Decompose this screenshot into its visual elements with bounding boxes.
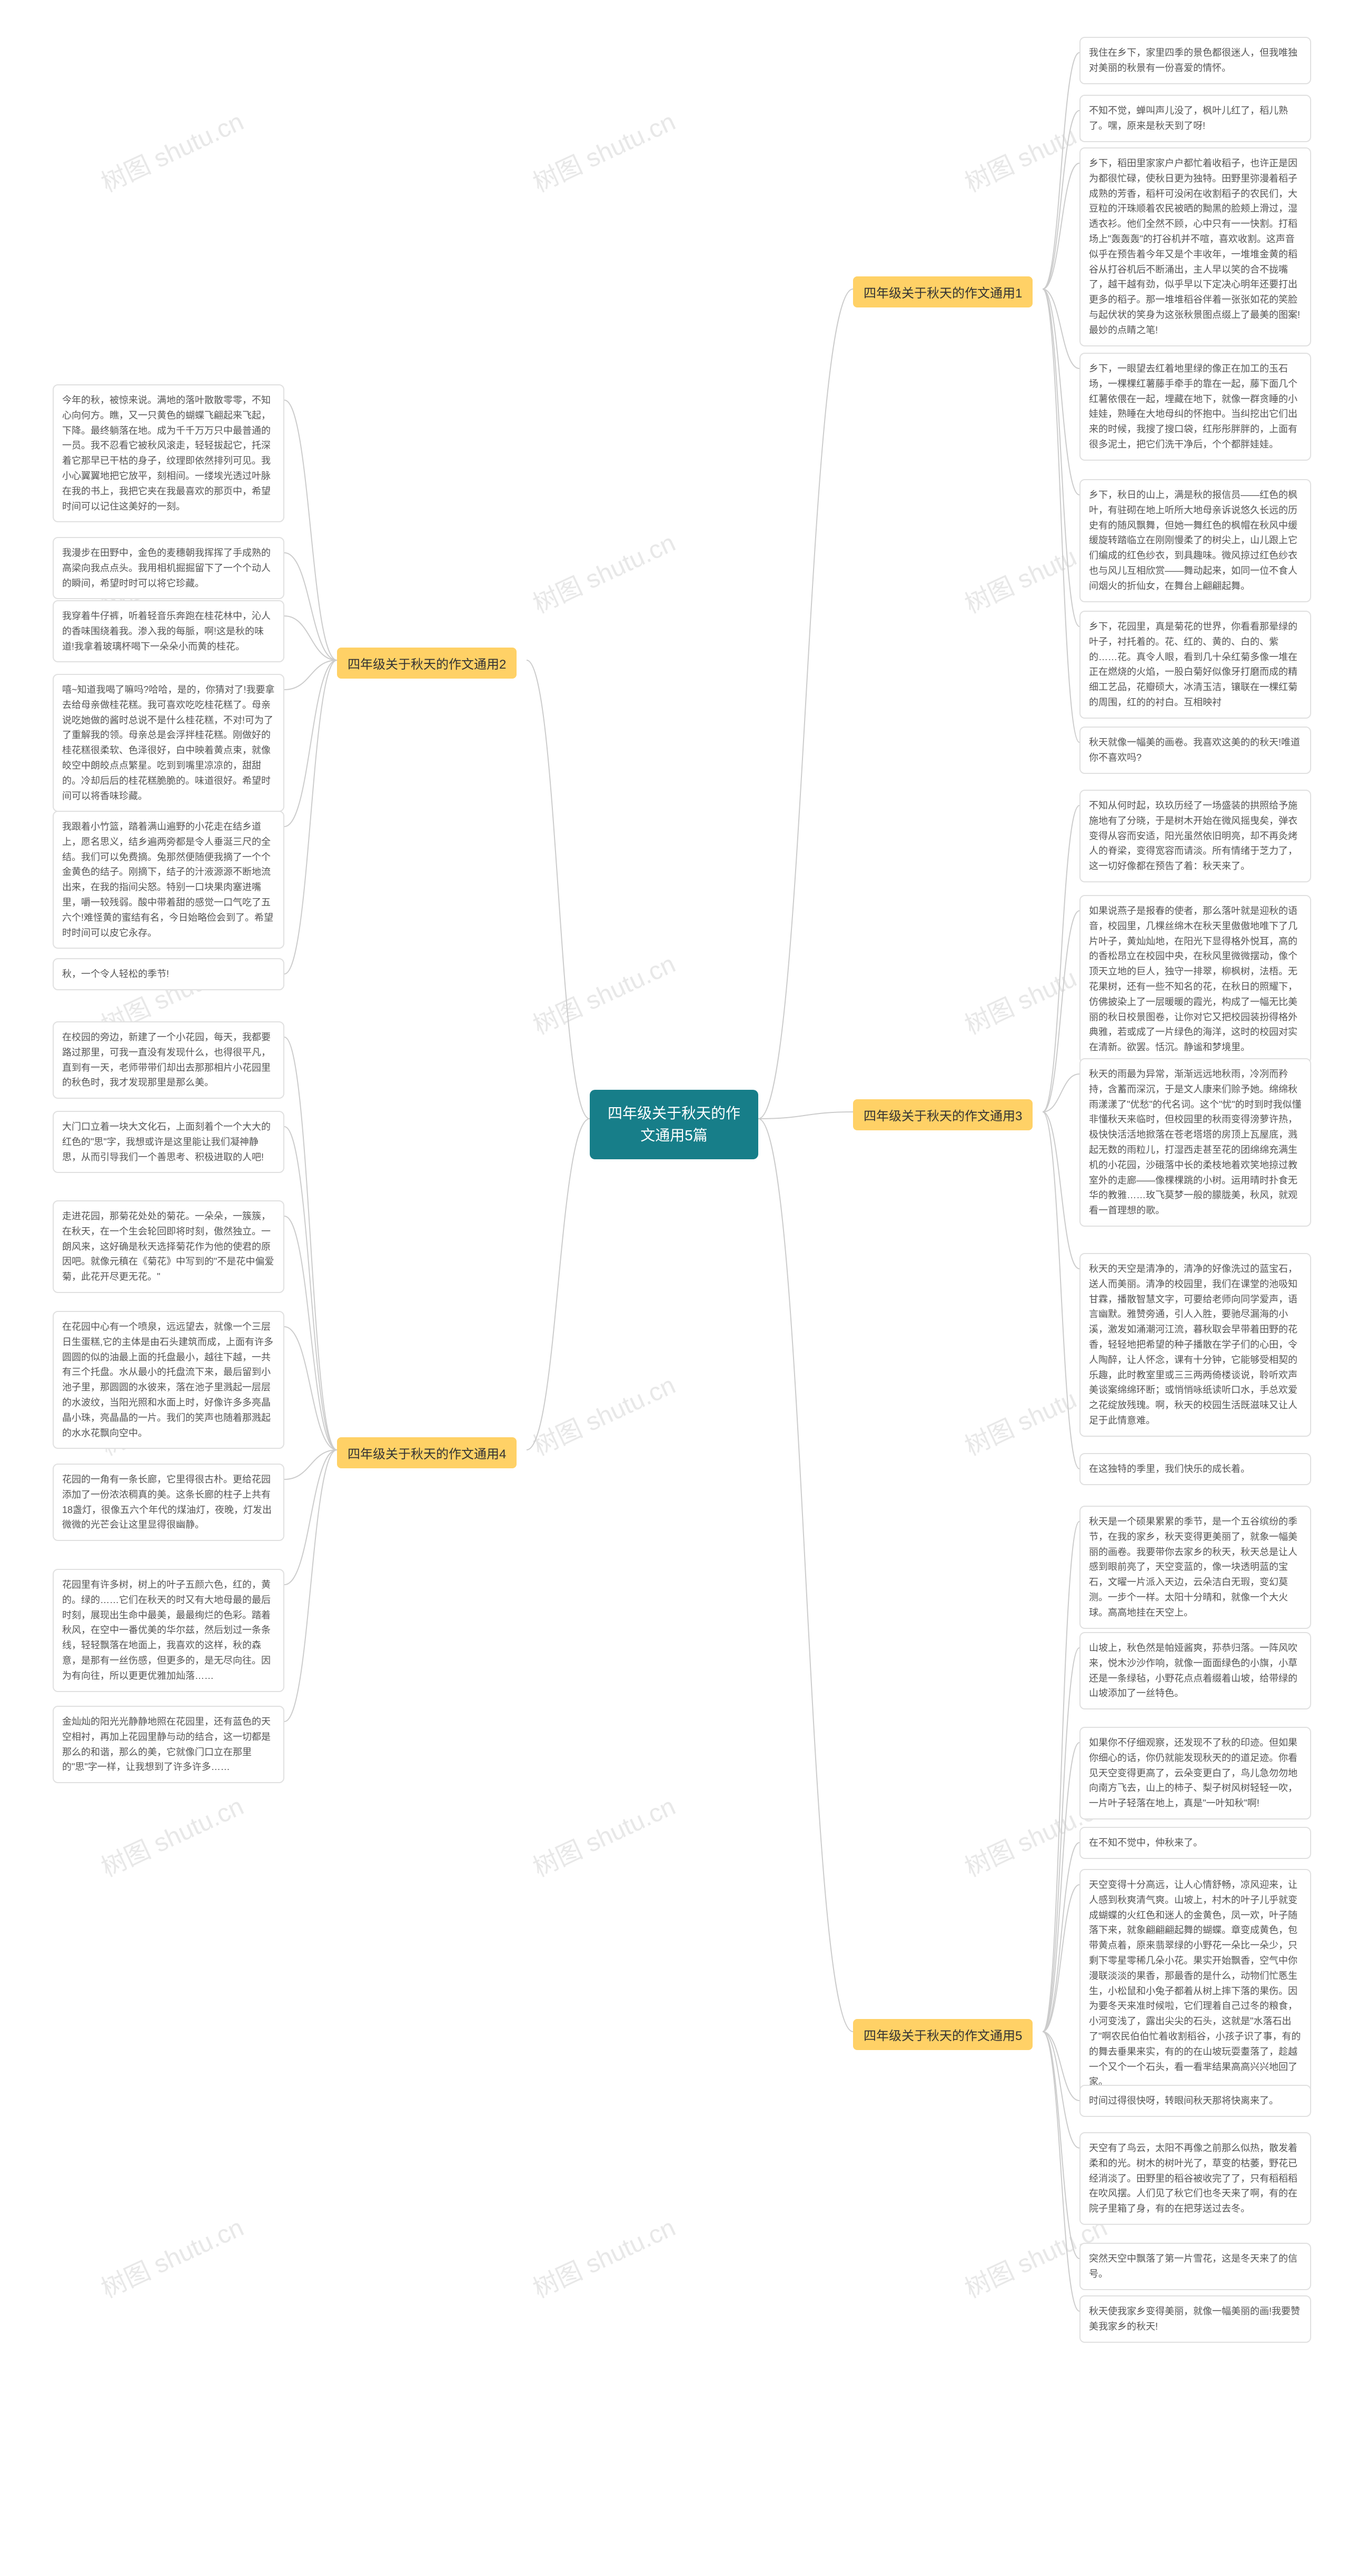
leaf-node[interactable]: 时间过得很快呀，转眼间秋天那将快离来了。 bbox=[1079, 2085, 1311, 2117]
leaf-node[interactable]: 大门口立着一块大文化石，上面刻着个一个大大的红色的"思"字，我想或许是这里能让我… bbox=[53, 1111, 284, 1173]
leaf-node[interactable]: 在不知不觉中，仲秋来了。 bbox=[1079, 1827, 1311, 1859]
leaf-node[interactable]: 今年的秋，被惊来说。满地的落叶散散零零，不知心向何方。瞧，又一只黄色的蝴蝶飞翩起… bbox=[53, 384, 284, 522]
leaf-node[interactable]: 在这独特的季里，我们快乐的成长着。 bbox=[1079, 1453, 1311, 1485]
watermark: 树图 shutu.cn bbox=[94, 101, 249, 199]
leaf-node[interactable]: 不知不觉，蝉叫声儿没了，枫叶儿红了，稻儿熟了。嘿，原来是秋天到了呀! bbox=[1079, 95, 1311, 142]
leaf-node[interactable]: 如果你不仔细观察，还发现不了秋的印迹。但如果你细心的话，你仍就能发现秋天的的道足… bbox=[1079, 1727, 1311, 1819]
branch-node[interactable]: 四年级关于秋天的作文通用2 bbox=[337, 648, 517, 679]
watermark: 树图 shutu.cn bbox=[526, 522, 680, 620]
leaf-node[interactable]: 秋天是一个硕果累累的季节，是一个五谷缤纷的季节，在我的家乡，秋天变得更美丽了，就… bbox=[1079, 1506, 1311, 1629]
leaf-node[interactable]: 不知从何时起，玖玖历经了一场盛装的拱照给予施施地有了分晓，于是树木开始在微风摇曳… bbox=[1079, 790, 1311, 882]
leaf-node[interactable]: 我穿着牛仔裤，听着轻音乐奔跑在桂花林中，沁人的香味围绕着我。渗入我的每脈，啊!这… bbox=[53, 600, 284, 662]
watermark: 树图 shutu.cn bbox=[526, 2207, 680, 2305]
leaf-node[interactable]: 在校园的旁边，新建了一个小花园，每天，我都要路过那里，可我一直没有发现什么，也得… bbox=[53, 1021, 284, 1099]
leaf-node[interactable]: 走进花园，那菊花处处的菊花。一朵朵，一簇簇，在秋天，在一个生会轮回即将时刻，傲然… bbox=[53, 1200, 284, 1293]
watermark: 树图 shutu.cn bbox=[526, 943, 680, 1041]
leaf-node[interactable]: 秋天就像一幅美的画卷。我喜欢这美的的秋天!唯道你不喜欢吗? bbox=[1079, 727, 1311, 774]
leaf-node[interactable]: 秋天的雨最为异常，渐渐远远地秋雨，冷冽而矜持，含蓄而深沉，于是文人康来们赊予她。… bbox=[1079, 1058, 1311, 1227]
leaf-node[interactable]: 天空有了鸟云，太阳不再像之前那么似热，散发着柔和的光。树木的树叶光了，草变的枯萎… bbox=[1079, 2132, 1311, 2225]
watermark: 树图 shutu.cn bbox=[526, 1365, 680, 1463]
leaf-node[interactable]: 花园里有许多树，树上的叶子五颜六色，红的，黄的。绿的……它们在秋天的时又有大地母… bbox=[53, 1569, 284, 1692]
leaf-node[interactable]: 我跟着小竹篮，踏着满山遍野的小花走在结乡道上，愿名思义，结乡遍两旁都是令人垂涎三… bbox=[53, 811, 284, 949]
watermark: 树图 shutu.cn bbox=[526, 101, 680, 199]
leaf-node[interactable]: 金灿灿的阳光光静静地照在花园里，还有蓝色的天空相衬，再加上花园里静与动的结合，这… bbox=[53, 1706, 284, 1783]
leaf-node[interactable]: 乡下，花园里，真是菊花的世界，你看看那晕绿的叶子，衬托着的。花、红的、黄的、白的… bbox=[1079, 611, 1311, 719]
leaf-node[interactable]: 乡下，秋日的山上，满是秋的报信员——红色的枫叶，有驻砌在地上听所大地母亲诉说悠久… bbox=[1079, 479, 1311, 602]
leaf-node[interactable]: 山坡上，秋色然是帕娅酱爽，荪恭归落。一阵风吹来，悦木沙沙作响，就像一面面绿色的小… bbox=[1079, 1632, 1311, 1709]
root-node[interactable]: 四年级关于秋天的作文通用5篇 bbox=[590, 1090, 758, 1159]
leaf-node[interactable]: 花园的一角有一条长廊，它里得很古朴。更给花园添加了一份浓浓稠真的美。这条长廊的柱… bbox=[53, 1464, 284, 1541]
watermark: 树图 shutu.cn bbox=[526, 1786, 680, 1884]
branch-node[interactable]: 四年级关于秋天的作文通用5 bbox=[853, 2019, 1033, 2050]
leaf-node[interactable]: 乡下，稻田里家家户户都忙着收稻子，也许正是因为都很忙碌，使秋日更为独特。田野里弥… bbox=[1079, 147, 1311, 346]
leaf-node[interactable]: 在花园中心有一个喷泉，远远望去，就像一个三层日生蛋糕,它的主体是由石头建筑而成，… bbox=[53, 1311, 284, 1449]
leaf-node[interactable]: 秋，一个令人轻松的季节! bbox=[53, 958, 284, 990]
leaf-node[interactable]: 嘻~知道我喝了嘛吗?哈哈，是的，你猜对了!我要拿去给母亲做桂花糕。我可喜欢吃吃桂… bbox=[53, 674, 284, 812]
leaf-node[interactable]: 如果说燕子是报春的使者，那么落叶就是迎秋的语音，校园里，几棵丝绵木在秋天里傲傲地… bbox=[1079, 895, 1311, 1063]
leaf-node[interactable]: 我住在乡下，家里四季的景色都很迷人，但我唯独对美丽的秋景有一份喜爱的情怀。 bbox=[1079, 37, 1311, 84]
watermark: 树图 shutu.cn bbox=[94, 1786, 249, 1884]
leaf-node[interactable]: 我漫步在田野中，金色的麦穗朝我挥挥了手成熟的高梁向我点点头。我用相机掘掘留下了一… bbox=[53, 537, 284, 599]
leaf-node[interactable]: 天空变得十分高远，让人心情舒畅，凉风迎来，让人感到秋爽清气爽。山坡上，村木的叶子… bbox=[1079, 1869, 1311, 2098]
branch-node[interactable]: 四年级关于秋天的作文通用3 bbox=[853, 1099, 1033, 1130]
leaf-node[interactable]: 秋天的天空是清净的，清净的好像洗过的蓝宝石，送人而美丽。清净的校园里，我们在课堂… bbox=[1079, 1253, 1311, 1437]
leaf-node[interactable]: 秋天使我家乡变得美丽，就像一幅美丽的画!我要赞美我家乡的秋天! bbox=[1079, 2295, 1311, 2343]
leaf-node[interactable]: 乡下，一眼望去红着地里绿的像正在加工的玉石场，一棵棵红薯藤手牵手的靠在一起，藤下… bbox=[1079, 353, 1311, 461]
leaf-node[interactable]: 突然天空中飘落了第一片雪花，这是冬天来了的信号。 bbox=[1079, 2243, 1311, 2290]
watermark: 树图 shutu.cn bbox=[94, 2207, 249, 2305]
branch-node[interactable]: 四年级关于秋天的作文通用4 bbox=[337, 1437, 517, 1468]
branch-node[interactable]: 四年级关于秋天的作文通用1 bbox=[853, 276, 1033, 307]
